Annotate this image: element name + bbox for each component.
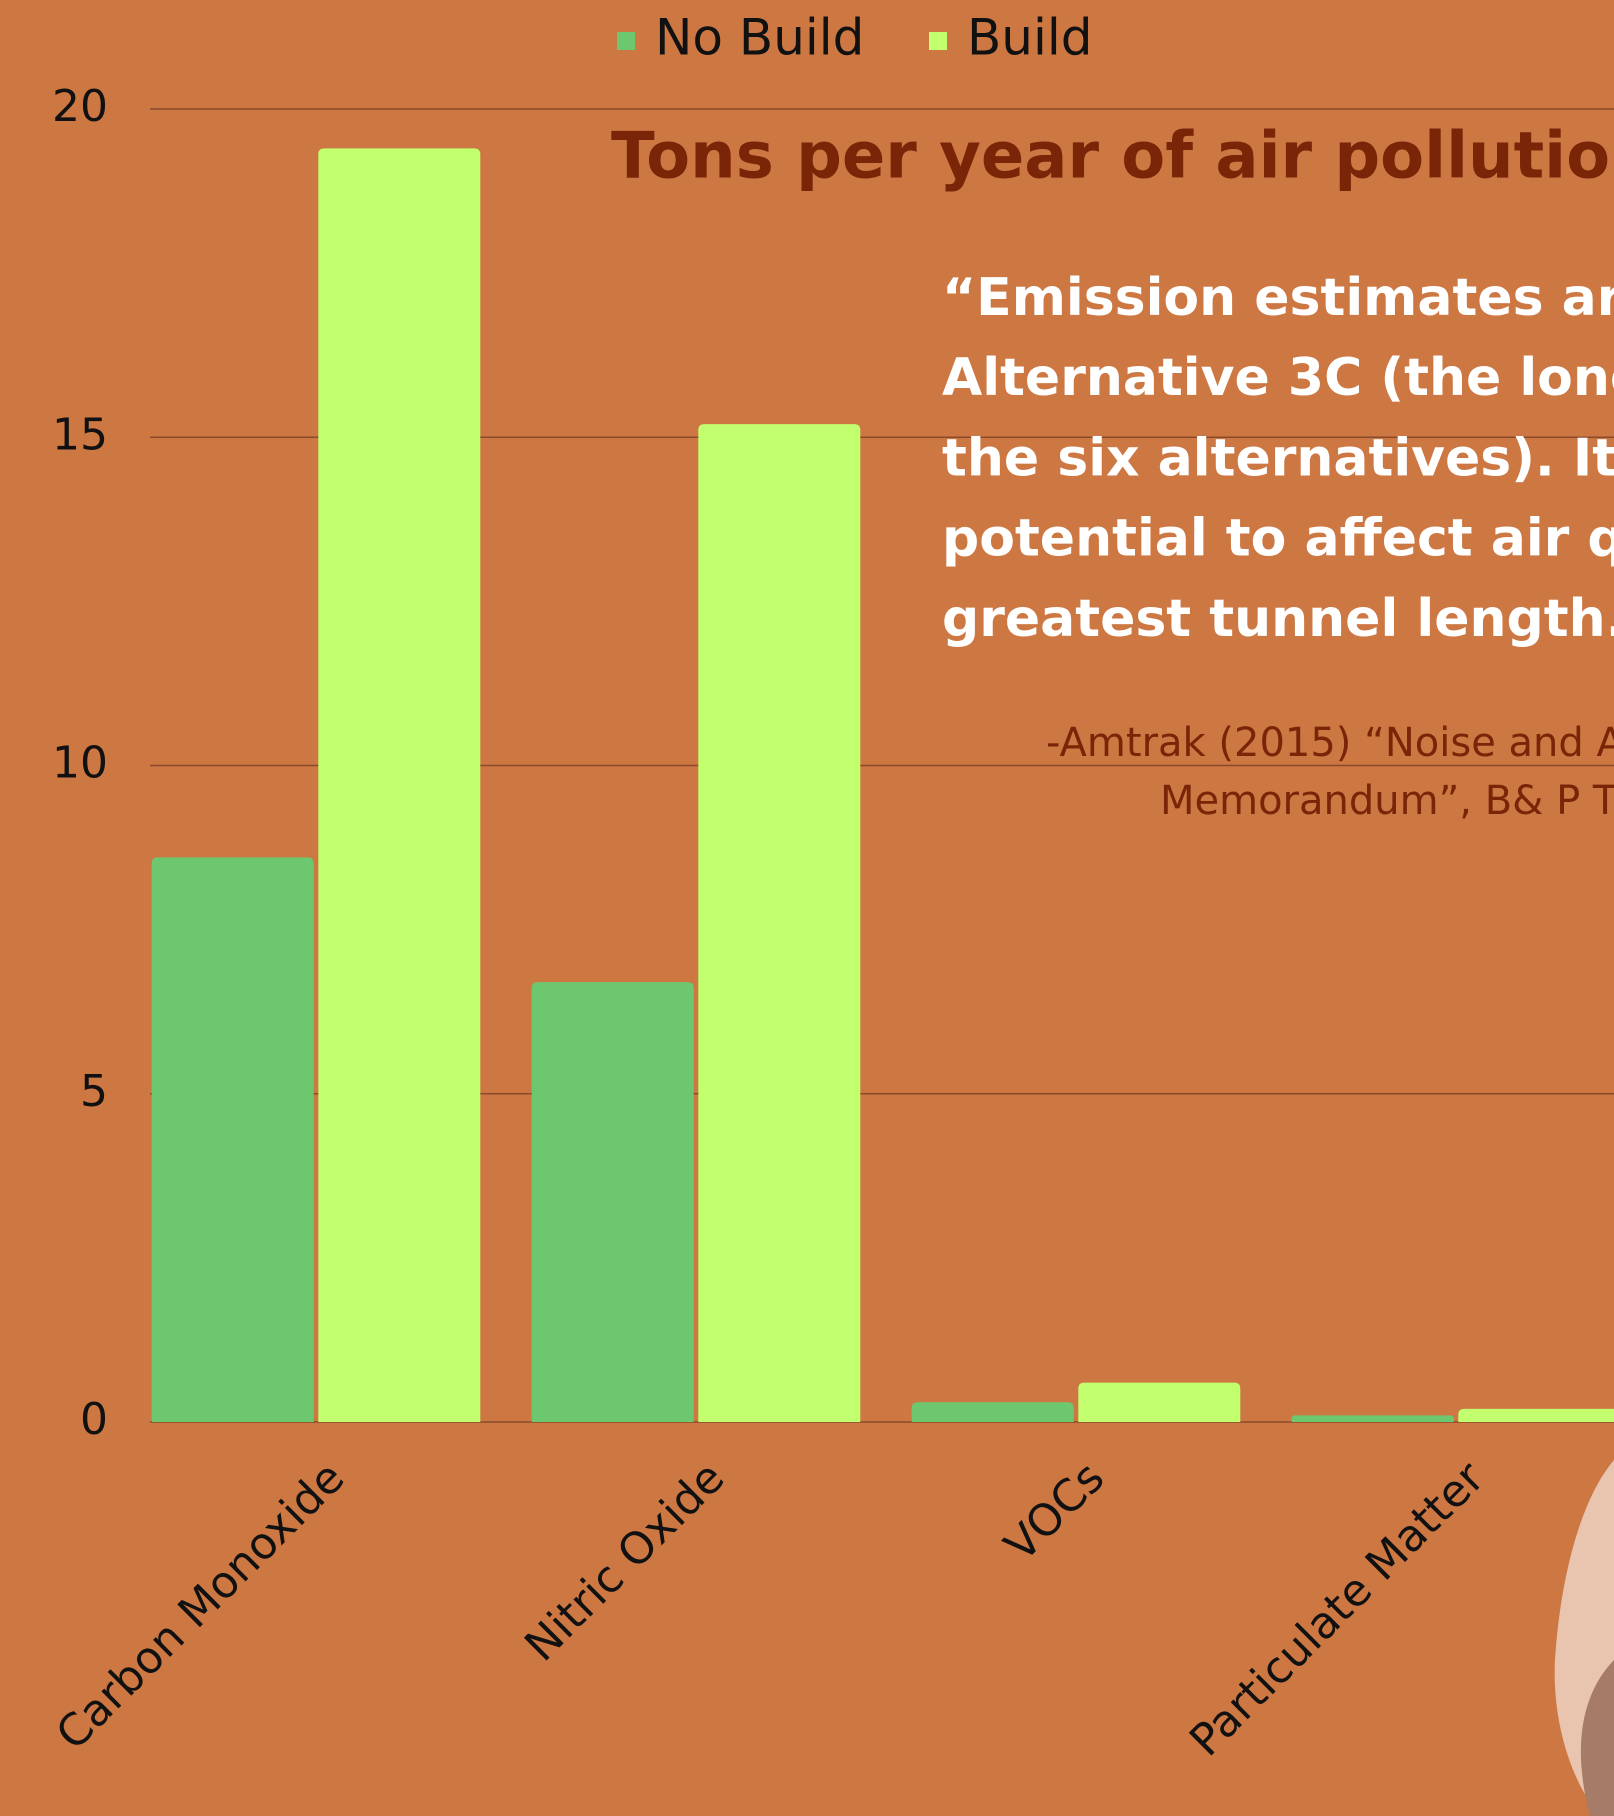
quote-line: “Emission estimates are	[942, 268, 1614, 328]
y-tick-label: 15	[52, 409, 108, 460]
bar	[318, 148, 481, 1422]
bar	[911, 1402, 1074, 1422]
quote: “Emission estimates are Alternative 3C (t…	[942, 268, 1614, 649]
bar	[698, 424, 861, 1422]
decoration	[1580, 1660, 1614, 1816]
legend: No Build Build	[617, 9, 1093, 67]
legend-swatch	[929, 32, 947, 50]
quote-line: Alternative 3C (the long	[942, 348, 1614, 408]
source-line: Memorandum”, B& P T	[1160, 778, 1614, 824]
quote-line: potential to affect air qu	[942, 509, 1614, 569]
y-tick-label: 10	[52, 738, 108, 789]
quote-line: greatest tunnel length.”	[942, 589, 1614, 649]
source-line: -Amtrak (2015) “Noise and A	[1046, 720, 1614, 766]
legend-swatch	[617, 32, 635, 50]
bar	[531, 982, 694, 1422]
source: -Amtrak (2015) “Noise and A Memorandum”, …	[1046, 720, 1614, 824]
bar	[1458, 1408, 1614, 1422]
bar	[1078, 1382, 1241, 1422]
y-tick-label: 5	[80, 1066, 108, 1117]
legend-label: Build	[967, 9, 1093, 67]
y-tick-label: 20	[52, 81, 108, 132]
bar	[151, 857, 314, 1422]
chart-title: Tons per year of air pollution	[611, 120, 1614, 194]
quote-line: the six alternatives). It h	[942, 428, 1614, 488]
legend-label: No Build	[655, 9, 864, 67]
y-tick-label: 0	[80, 1394, 108, 1445]
bar	[1291, 1415, 1454, 1422]
